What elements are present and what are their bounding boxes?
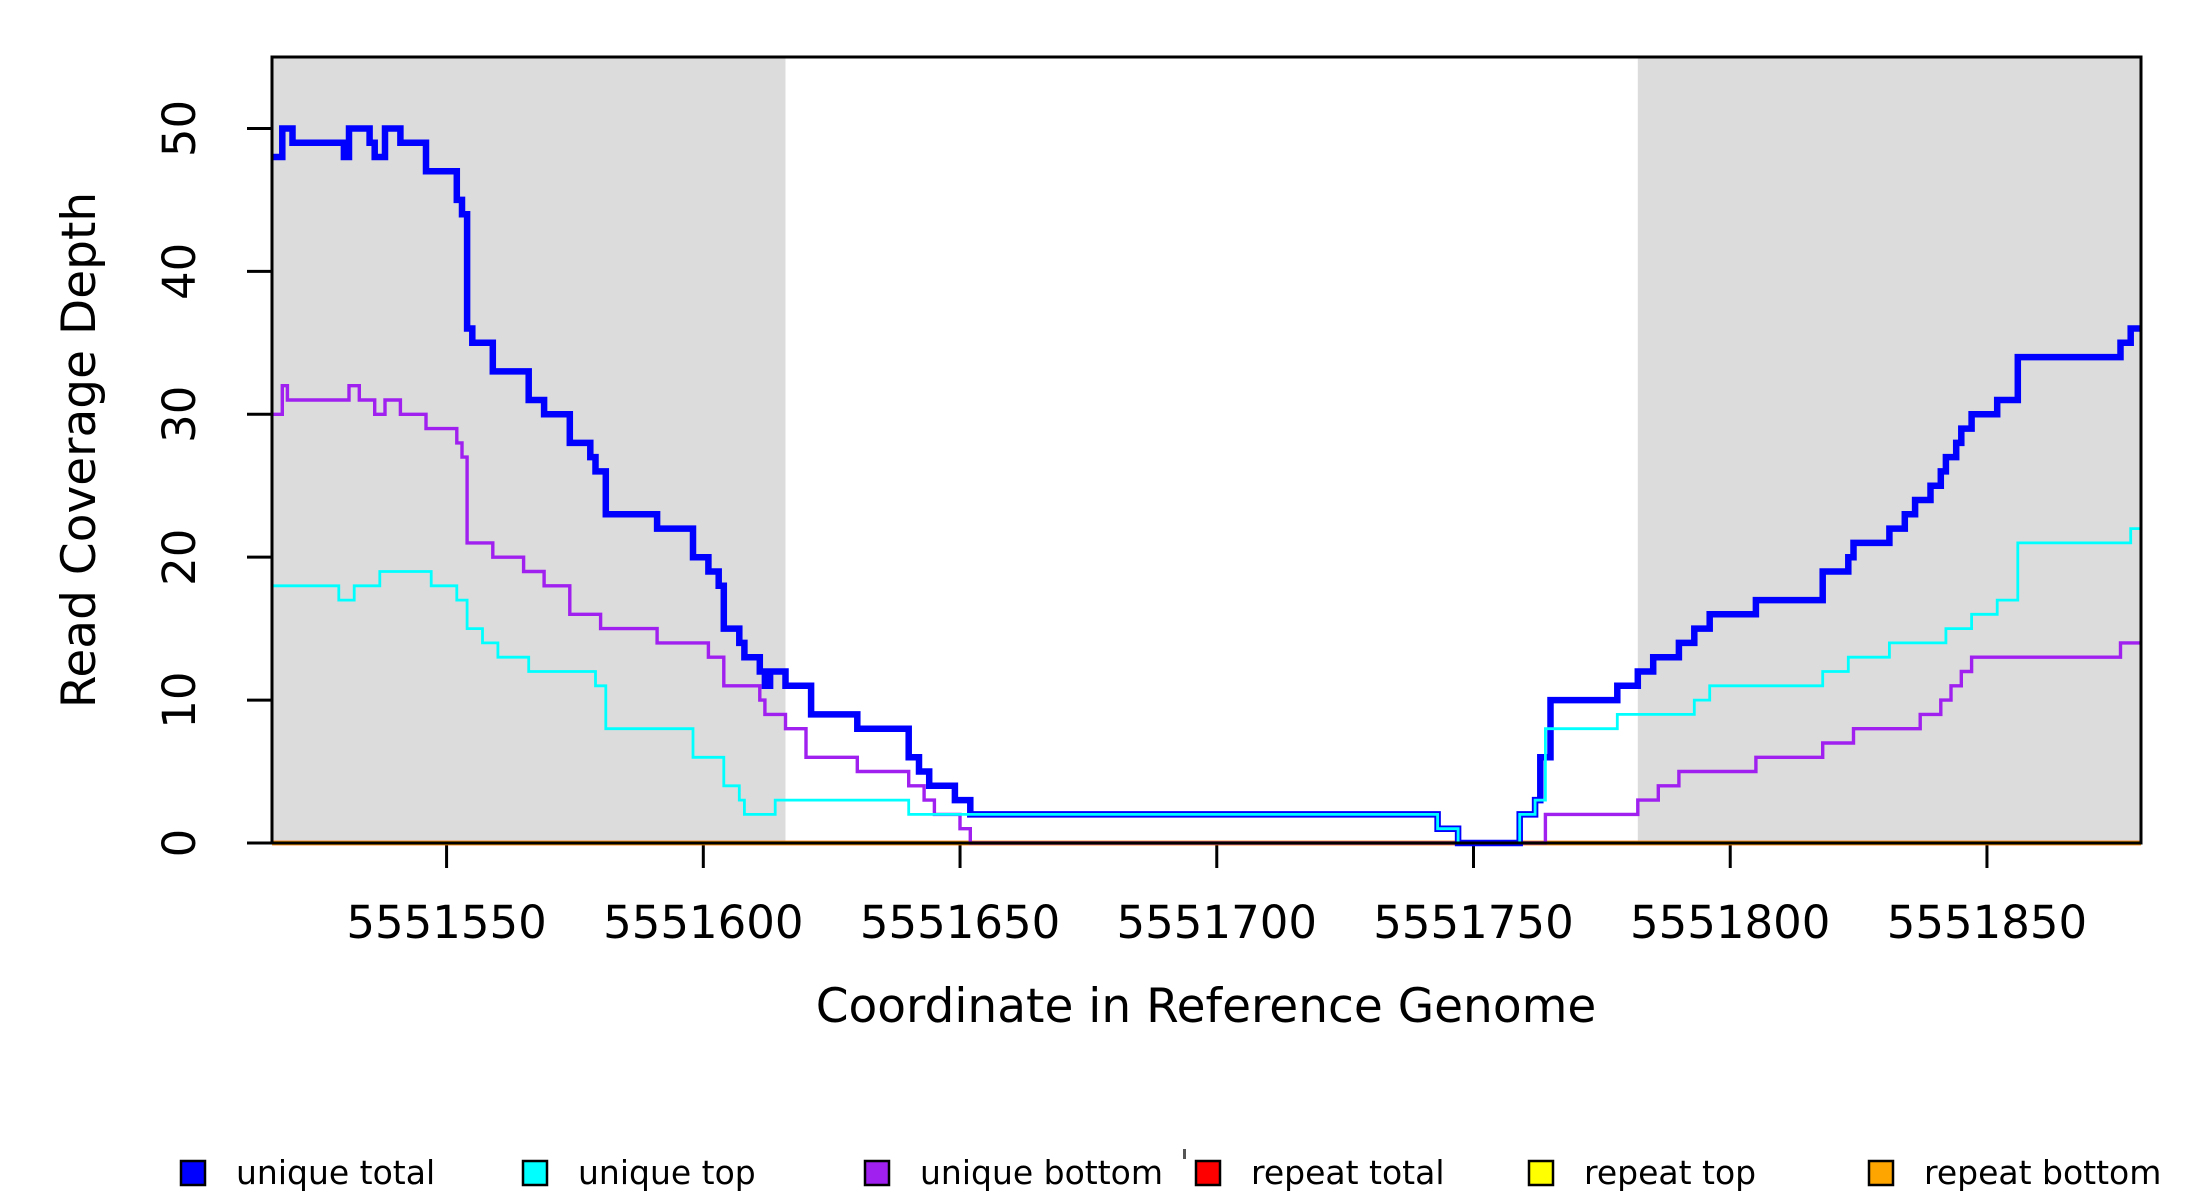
legend-swatch-repeat-top	[1527, 1159, 1555, 1187]
x-tick-label: 5551800	[1630, 896, 1830, 949]
y-axis-title: Read Coverage Depth	[52, 192, 107, 708]
legend-item-repeat-top: repeat top	[1527, 1153, 1756, 1192]
x-tick-label: 5551650	[860, 896, 1060, 949]
legend-item-unique-top: unique top	[521, 1153, 756, 1192]
legend-label-unique-total: unique total	[236, 1153, 435, 1192]
y-tick-label: 30	[153, 386, 206, 443]
legend-swatch-repeat-total	[1194, 1159, 1222, 1187]
legend-label-unique-top: unique top	[578, 1153, 756, 1192]
x-tick-label: 5551850	[1887, 896, 2087, 949]
legend-item-repeat-total: repeat total	[1194, 1153, 1445, 1192]
x-tick-label: 5551700	[1117, 896, 1317, 949]
legend: unique total unique top unique bottom re…	[179, 1153, 2161, 1192]
x-tick-label: 5551750	[1373, 896, 1573, 949]
legend-swatch-repeat-bottom	[1867, 1159, 1895, 1187]
y-tick-label: 50	[153, 100, 206, 157]
shaded-region-1	[1637, 57, 2141, 843]
y-tick-label: 40	[153, 243, 206, 300]
plot-border	[270, 55, 2143, 845]
x-axis-title: Coordinate in Reference Genome	[816, 979, 1597, 1034]
shaded-region-0	[272, 57, 786, 843]
x-tick-label: 5551550	[346, 896, 546, 949]
x-tick-label: 5551600	[603, 896, 803, 949]
legend-item-unique-total: unique total	[179, 1153, 435, 1192]
stray-mark	[1183, 1149, 1186, 1159]
legend-item-unique-bottom: unique bottom	[863, 1153, 1163, 1192]
y-tick-label: 0	[153, 829, 206, 858]
legend-label-repeat-bottom: repeat bottom	[1924, 1153, 2161, 1192]
legend-swatch-unique-total	[179, 1159, 207, 1187]
legend-swatch-unique-bottom	[863, 1159, 891, 1187]
y-tick-label: 10	[153, 671, 206, 728]
chart-area: 5551550 5551600 5551650 5551700 5551750 55518…	[153, 55, 2143, 949]
series-line-unique-top	[272, 527, 2141, 845]
series-line-unique-total	[272, 125, 2141, 847]
y-tick-label: 20	[153, 529, 206, 586]
legend-label-repeat-top: repeat top	[1584, 1153, 1756, 1192]
legend-item-repeat-bottom: repeat bottom	[1867, 1153, 2161, 1192]
legend-label-repeat-total: repeat total	[1251, 1153, 1445, 1192]
legend-swatch-unique-top	[521, 1159, 549, 1187]
legend-label-unique-bottom: unique bottom	[920, 1153, 1163, 1192]
series-line-unique-bottom	[272, 384, 2141, 845]
